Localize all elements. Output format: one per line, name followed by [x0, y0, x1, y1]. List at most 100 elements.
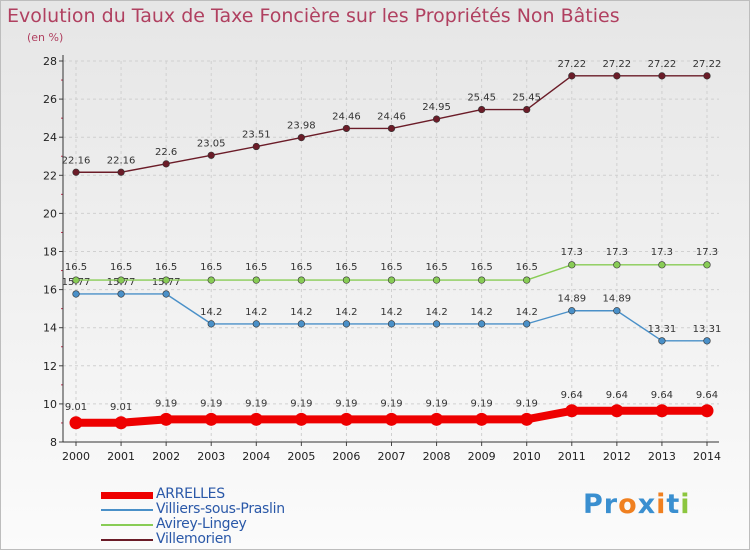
x-tick-label: 2002: [152, 450, 180, 463]
x-tick-label: 2009: [468, 450, 496, 463]
data-point: [432, 276, 441, 284]
data-point: [249, 412, 263, 426]
data-point: [703, 261, 711, 269]
data-label: 16.5: [110, 262, 132, 273]
y-tick-label: 26: [43, 93, 57, 106]
data-label: 14.89: [557, 294, 586, 305]
data-label: 16.5: [290, 262, 312, 273]
data-point: [162, 290, 170, 298]
data-label: 16.5: [380, 262, 402, 273]
logo-letter: P: [583, 489, 604, 520]
data-point: [207, 151, 215, 159]
logo-letter: x: [637, 489, 657, 520]
series-villemorien: 22.16 22.16 22.6 23.05 23.51 23.98 24.46 24.46 2…: [62, 59, 721, 176]
y-tick-label: 8: [50, 436, 57, 449]
data-label: 23.05: [197, 138, 226, 149]
data-label: 24.95: [422, 102, 451, 113]
y-tick-label: 24: [43, 131, 57, 144]
x-tick-label: 2005: [287, 450, 315, 463]
data-point: [342, 276, 351, 284]
data-point: [294, 412, 308, 426]
data-point: [117, 276, 125, 284]
legend-swatch: [101, 539, 153, 541]
data-label: 16.5: [155, 262, 177, 273]
x-tick-label: 2006: [332, 450, 360, 463]
data-label: 9.19: [290, 398, 312, 409]
data-label: 13.31: [693, 324, 722, 335]
y-tick-label: 28: [43, 55, 57, 68]
y-tick-label: 16: [43, 284, 57, 297]
data-point: [565, 404, 579, 418]
data-label: 9.19: [200, 398, 222, 409]
data-point: [69, 416, 83, 430]
data-label: 13.31: [648, 324, 677, 335]
data-point: [72, 290, 80, 298]
chart-unit: (en %): [27, 31, 64, 44]
legend-label: Villiers-sous-Praslin: [156, 501, 285, 517]
x-tick-label: 2014: [693, 450, 721, 463]
data-point: [478, 105, 486, 114]
data-label: 27.22: [648, 59, 677, 70]
data-point: [297, 133, 305, 142]
data-point: [613, 261, 621, 269]
y-tick-label: 22: [43, 169, 57, 182]
logo-letter: i: [656, 489, 667, 520]
data-label: 14.2: [471, 307, 493, 318]
data-label: 27.22: [603, 59, 632, 70]
data-label: 9.64: [606, 390, 628, 401]
data-label: 14.2: [425, 307, 447, 318]
data-point: [523, 320, 531, 328]
data-label: 14.2: [290, 307, 312, 318]
series-avirey-lingey: 16.5 16.5 16.5 16.5 16.5 16.5 16.5 16.5 16.5 16.5…: [65, 247, 718, 284]
data-label: 9.01: [110, 402, 132, 413]
data-label: 16.5: [425, 262, 447, 273]
data-label: 16.5: [65, 262, 87, 273]
y-tick-label: 14: [43, 322, 57, 335]
data-point: [117, 290, 125, 298]
data-point: [342, 124, 351, 133]
x-tick-label: 2013: [648, 450, 676, 463]
data-point: [387, 276, 396, 284]
data-point: [658, 337, 666, 345]
x-tick-label: 2007: [378, 450, 406, 463]
proxiti-logo: Proxiti: [583, 489, 691, 520]
legend-swatch: [101, 524, 153, 526]
data-label: 9.19: [425, 398, 447, 409]
logo-letter: o: [618, 489, 638, 520]
y-tick-label: 10: [43, 398, 57, 411]
data-label: 9.19: [516, 398, 538, 409]
data-label: 9.01: [65, 402, 87, 413]
data-label: 16.5: [516, 262, 538, 273]
data-point: [613, 72, 621, 80]
data-point: [658, 72, 666, 80]
logo-letter: r: [603, 489, 619, 520]
data-label: 14.2: [335, 307, 357, 318]
data-label: 17.3: [696, 247, 718, 258]
data-point: [297, 276, 305, 284]
x-tick-label: 2001: [107, 450, 135, 463]
series-arrelles: 9.01 9.01 9.19 9.19 9.19 9.19 9.19 9.19 9.19 9.19…: [65, 390, 718, 430]
data-label: 25.45: [512, 93, 541, 104]
x-tick-label: 2012: [603, 450, 631, 463]
data-label: 24.46: [332, 111, 361, 122]
x-tick-label: 2008: [423, 450, 451, 463]
data-label: 14.2: [380, 307, 402, 318]
y-tick-label: 18: [43, 246, 57, 259]
logo-letter: t: [666, 489, 681, 520]
data-label: 22.6: [155, 147, 177, 158]
data-point: [252, 320, 260, 328]
data-label: 17.3: [606, 247, 628, 258]
data-point: [207, 320, 215, 328]
x-tick-label: 2010: [513, 450, 541, 463]
data-label: 9.64: [696, 390, 718, 401]
data-label: 9.19: [380, 398, 402, 409]
data-point: [568, 261, 576, 269]
data-point: [568, 72, 576, 80]
legend-label: Villemorien: [156, 531, 232, 547]
data-point: [207, 276, 215, 284]
data-label: 22.16: [62, 155, 91, 166]
data-point: [520, 412, 534, 426]
data-label: 14.2: [245, 307, 267, 318]
data-point: [339, 412, 353, 426]
